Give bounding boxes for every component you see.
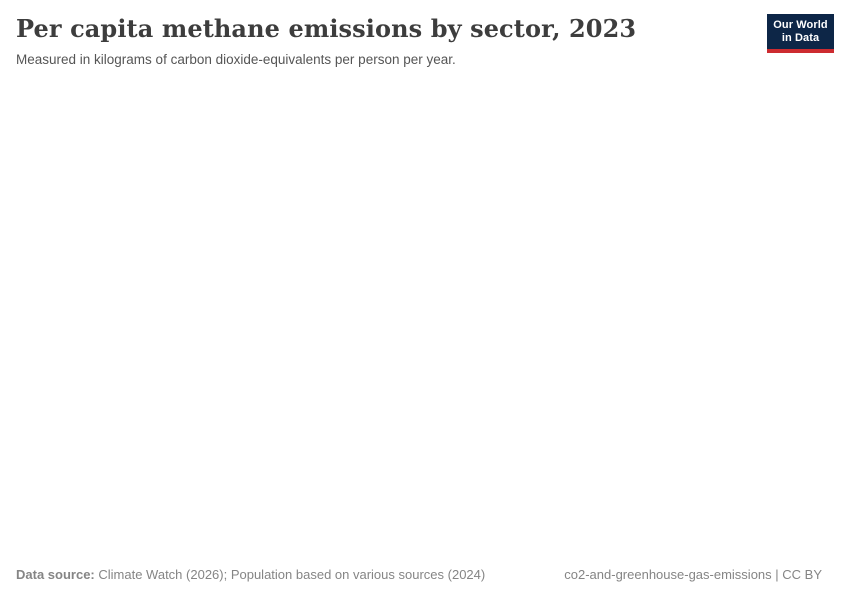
license-link[interactable]: co2-and-greenhouse-gas-emissions | CC BY [564, 567, 822, 583]
data-source-label: Data source: [16, 567, 95, 582]
chart-title: Per capita methane emissions by sector, … [16, 14, 637, 43]
owid-logo-line2: in Data [781, 32, 820, 44]
data-source-text: Climate Watch (2026); Population based o… [98, 567, 486, 582]
owid-logo-line1: Our World [773, 19, 828, 31]
chart-header: Per capita methane emissions by sector, … [0, 0, 850, 68]
chart-plot-area [0, 68, 850, 567]
owid-logo[interactable]: Our World in Data [767, 14, 834, 53]
data-source-note: Data source: Climate Watch (2026); Popul… [16, 567, 485, 583]
chart-subtitle: Measured in kilograms of carbon dioxide-… [16, 51, 456, 67]
chart-footer: Data source: Climate Watch (2026); Popul… [0, 567, 850, 600]
slug-and-license-text: co2-and-greenhouse-gas-emissions | CC BY [564, 567, 822, 582]
